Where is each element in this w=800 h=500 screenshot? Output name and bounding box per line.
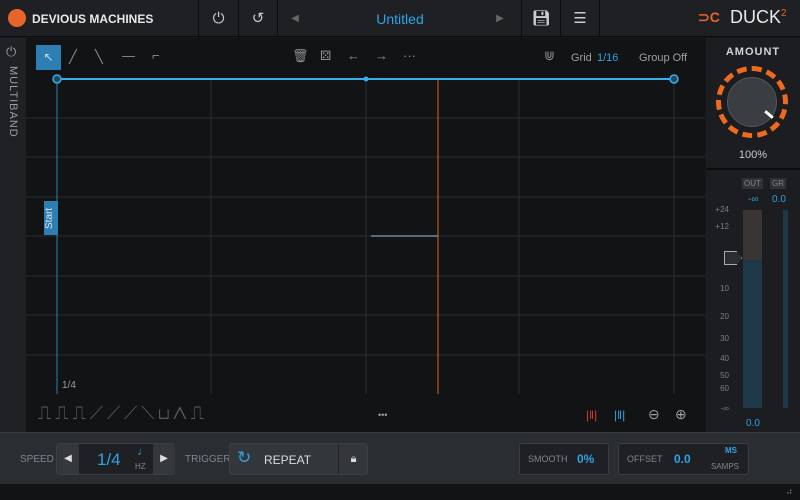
- speed-prev-button[interactable]: ◀: [57, 444, 79, 474]
- random-icon[interactable]: ⚄: [320, 48, 332, 63]
- preset-name[interactable]: Untitled: [376, 11, 424, 27]
- more-tools-button[interactable]: ···: [403, 48, 416, 63]
- product-name: DUCK2: [730, 7, 787, 28]
- grid-lines: [26, 79, 705, 394]
- scale-tick: 60: [720, 384, 729, 393]
- offset-control[interactable]: OFFSET 0.0 MS SAMPS: [618, 443, 749, 475]
- scale-tick: -∞: [720, 404, 729, 413]
- multiband-label: MULTIBAND: [7, 66, 19, 138]
- amount-knob[interactable]: [716, 66, 788, 138]
- envelope-point: [52, 74, 62, 84]
- footer: ⠴: [0, 484, 800, 500]
- out-label: OUT: [742, 178, 763, 189]
- smooth-value[interactable]: 0%: [577, 452, 595, 466]
- zoom-out-icon[interactable]: ⊖: [648, 406, 660, 422]
- grid-label: Grid: [571, 52, 592, 64]
- scale-tick: 50: [720, 371, 729, 380]
- more-shapes-button[interactable]: •••: [378, 410, 388, 420]
- speed-next-button[interactable]: ▶: [153, 444, 175, 474]
- delete-icon[interactable]: 🗑︎: [292, 48, 309, 63]
- offset-label: OFFSET: [627, 454, 663, 464]
- menu-button[interactable]: ☰: [573, 10, 587, 27]
- smooth-label: SMOOTH: [528, 454, 568, 464]
- save-button[interactable]: 💾︎: [531, 10, 551, 27]
- header: DEVIOUS MACHINES ⏻ ↺ ◀ Untitled ▶ 💾︎ ☰ ⊃…: [0, 0, 800, 37]
- snap-magnet-icon[interactable]: ⋓: [544, 48, 555, 63]
- right-panel: AMOUNT 100% OUT GR -∞ 0.0 +24 +12 10 20 …: [706, 38, 800, 432]
- envelope-editor[interactable]: ↖ ╱ ╲ — ⌐ 🗑︎ ⚄ ← → ··· ⋓ Grid 1/16 Group…: [26, 38, 705, 432]
- threshold-handle[interactable]: [724, 251, 742, 265]
- next-preset-button[interactable]: ▶: [496, 13, 504, 24]
- scale-tick: 10: [720, 284, 729, 293]
- speed-unit-hz[interactable]: HZ: [135, 462, 146, 471]
- scale-tick: 20: [720, 312, 729, 321]
- audio-red-icon[interactable]: |‖|: [586, 408, 598, 422]
- gr-label: GR: [770, 178, 786, 189]
- gr-value: 0.0: [772, 194, 786, 205]
- scale-tick: 30: [720, 334, 729, 343]
- trigger-lock-button[interactable]: 🔒︎: [338, 444, 368, 474]
- speed-value[interactable]: 1/4: [97, 450, 121, 469]
- select-tool[interactable]: ↖: [36, 45, 61, 70]
- division-label: 1/4: [62, 380, 76, 391]
- line-up-tool[interactable]: ╱: [69, 49, 77, 64]
- envelope-midpoint: [363, 76, 369, 82]
- audio-blue-icon[interactable]: |‖|: [614, 408, 626, 422]
- speed-control: ◀ 1/4 ♩ HZ ▶: [56, 443, 175, 475]
- zoom-in-icon[interactable]: ⊕: [675, 406, 687, 422]
- gr-meter: [783, 210, 788, 408]
- out-value: -∞: [748, 194, 759, 205]
- brand-name: DEVIOUS MACHINES: [32, 12, 154, 26]
- multiband-sidebar[interactable]: ⏻ MULTIBAND: [0, 38, 26, 432]
- scale-tick: +12: [715, 222, 729, 231]
- group-toggle[interactable]: Group Off: [639, 52, 688, 64]
- product-title: DUCK: [730, 7, 782, 27]
- bottom-bar: SPEED ◀ 1/4 ♩ HZ ▶ TRIGGER ↻ REPEAT 🔒︎ S…: [0, 432, 800, 484]
- shift-left-icon[interactable]: ←: [347, 48, 360, 63]
- prev-preset-button[interactable]: ◀: [291, 13, 299, 24]
- shape-presets[interactable]: ⎍⎍⎍⟋⟋⟋⟍⊔⋀⎍: [38, 403, 209, 424]
- trigger-control[interactable]: ↻ REPEAT 🔒︎: [229, 443, 368, 475]
- repeat-icon: ↻: [237, 448, 252, 467]
- offset-unit-samps[interactable]: SAMPS: [711, 462, 740, 471]
- shift-right-icon[interactable]: →: [375, 48, 388, 63]
- step-tool[interactable]: ⌐: [152, 48, 160, 63]
- flat-tool[interactable]: —: [122, 48, 135, 63]
- brand-logo-icon: [8, 9, 26, 27]
- start-label[interactable]: Start: [44, 201, 58, 235]
- trigger-value: REPEAT: [264, 453, 312, 467]
- duck-logo-icon: ⊃C: [698, 9, 720, 25]
- offset-unit-ms[interactable]: MS: [725, 446, 737, 455]
- power-button[interactable]: ⏻: [212, 10, 225, 27]
- product-version: 2: [781, 8, 787, 19]
- multiband-power-icon[interactable]: ⏻: [6, 44, 17, 59]
- grid-value[interactable]: 1/16: [597, 52, 619, 64]
- resize-handle-icon[interactable]: ⠴: [786, 486, 793, 496]
- scale-tick: +24: [715, 205, 729, 214]
- offset-value[interactable]: 0.0: [674, 452, 691, 466]
- scale-tick: 40: [720, 354, 729, 363]
- trigger-label: TRIGGER: [185, 454, 231, 465]
- envelope-graph[interactable]: [26, 38, 705, 432]
- line-down-tool[interactable]: ╲: [95, 49, 103, 64]
- envelope-point: [669, 74, 679, 84]
- undo-button[interactable]: ↺: [251, 10, 265, 27]
- amount-label: AMOUNT: [725, 46, 781, 58]
- smooth-control[interactable]: SMOOTH 0%: [519, 443, 609, 475]
- note-icon[interactable]: ♩: [137, 444, 149, 458]
- out-meter: [743, 210, 762, 408]
- speed-label: SPEED: [20, 454, 54, 465]
- amount-value: 100%: [738, 149, 768, 161]
- meter-bottom-value: 0.0: [746, 418, 760, 429]
